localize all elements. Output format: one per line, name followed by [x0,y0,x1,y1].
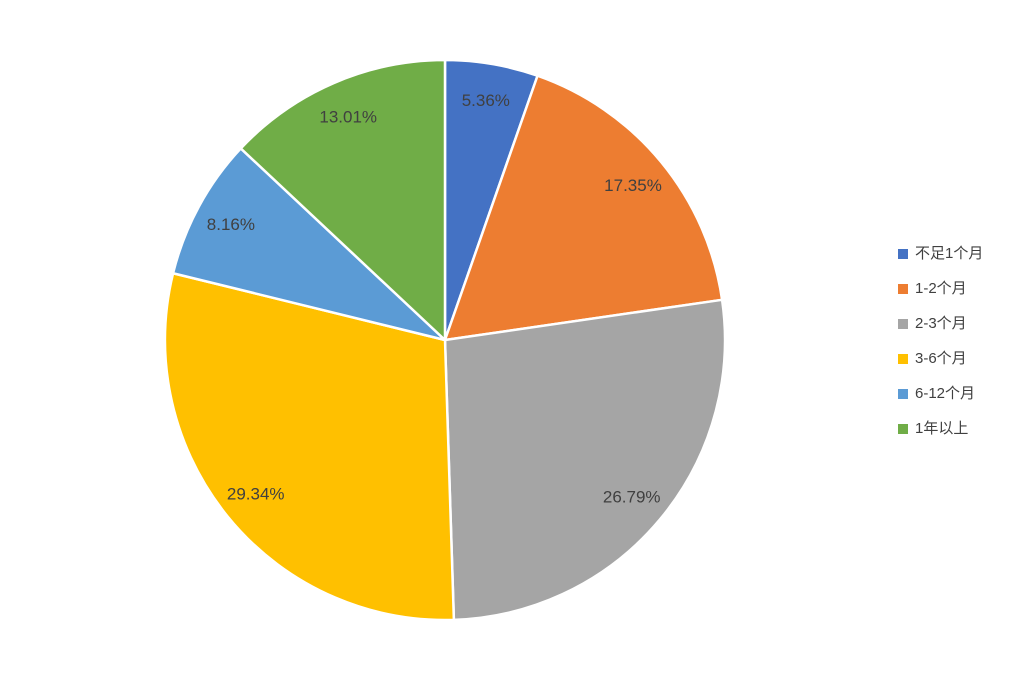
pie-slice-2 [443,298,727,622]
legend-item-label: 1年以上 [915,420,969,437]
chart-legend: 不足1个月 1-2个月 2-3个月 3-6个月 6-12个月 1年以上 [898,244,983,438]
pie-slice-label: 5.36% [462,91,510,110]
legend-item-2: 2-3个月 [898,314,983,333]
legend-item-label: 1-2个月 [915,280,967,297]
legend-swatch-icon [898,423,908,434]
pie-slice-label: 29.34% [227,484,285,503]
legend-item-label: 3-6个月 [915,350,967,367]
legend-swatch-icon [898,248,908,259]
pie-slice-1 [443,74,724,342]
pie-slice-4 [171,147,447,342]
legend-item-1: 1-2个月 [898,279,983,298]
pie-slice-label: 17.35% [604,176,662,195]
legend-item-4: 6-12个月 [898,384,983,403]
pie-slice-3 [163,271,456,622]
legend-item-5: 1年以上 [898,419,983,438]
legend-item-label: 2-3个月 [915,315,967,332]
legend-swatch-icon [898,353,908,364]
legend-item-3: 3-6个月 [898,349,983,368]
pie-slice-5 [239,58,447,342]
legend-swatch-icon [898,283,908,294]
pie-slice-label: 26.79% [603,487,661,506]
legend-item-label: 6-12个月 [915,385,976,402]
legend-swatch-icon [898,388,908,399]
legend-item-label: 不足1个月 [915,245,984,262]
pie-slice-label: 8.16% [207,215,255,234]
legend-item-0: 不足1个月 [898,244,983,263]
legend-swatch-icon [898,318,908,329]
pie-slice-label: 13.01% [319,107,377,126]
